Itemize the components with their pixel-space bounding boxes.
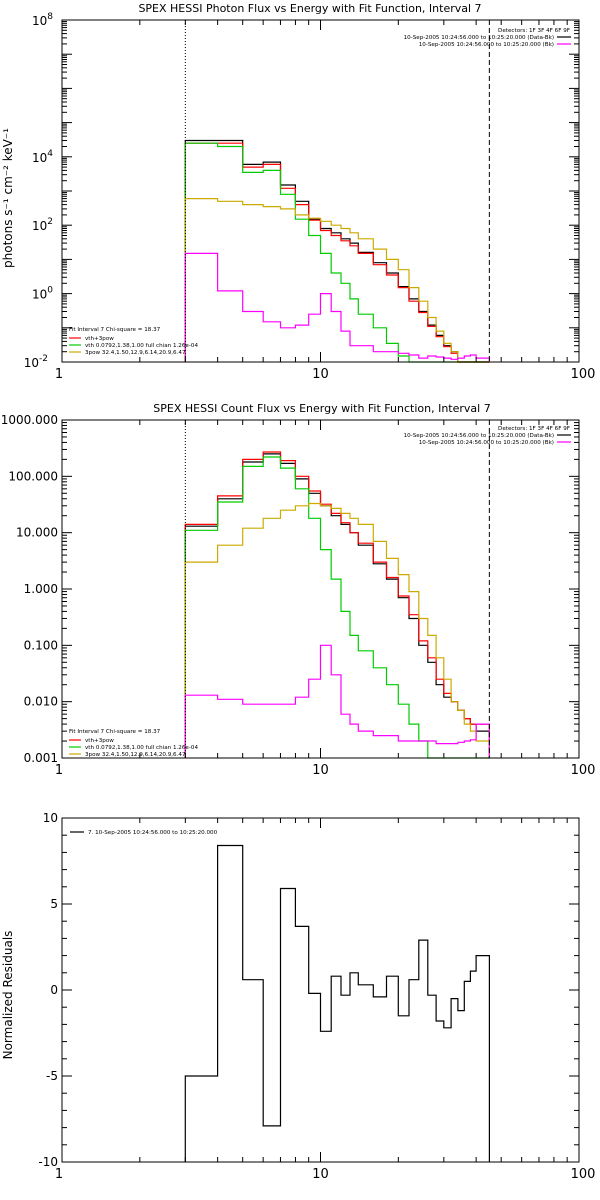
axis-layer: 1 10 100 0.001 0.010 0.100 1.000 10.000 100.000 1… — [1, 413, 596, 778]
x-tick-label: 100 — [571, 367, 596, 382]
legend-bottom: Fit Interval 7 Chi-square = 18.37 vth+3p… — [69, 327, 198, 356]
legend-header: Detectors: 1F 3F 4F 6F 9F — [498, 426, 570, 432]
reference-lines — [184, 420, 490, 758]
y-axis-label: Normalized Residuals — [1, 931, 15, 1060]
legend-entry-label: 10-Sep-2005 10:24:56.000 to 10:25:20.000… — [404, 35, 554, 41]
x-tick-label: 1 — [55, 367, 63, 382]
axis-layer: 1 10 100 10-2 100 102 104 108 — [24, 12, 596, 382]
legend-entry-label: 10-Sep-2005 10:24:56.000 to 10:25:20.000… — [419, 42, 554, 48]
x-tick-label: 100 — [571, 1167, 596, 1182]
y-tick-label: 102 — [32, 217, 53, 233]
legend-header: Fit Interval 7 Chi-square = 18.37 — [69, 327, 161, 333]
x-tick-label: 10 — [312, 1167, 329, 1182]
legend-top: Detectors: 1F 3F 4F 6F 9F 10-Sep-2005 10… — [404, 28, 571, 48]
series-line-3pow — [184, 502, 490, 758]
y-tick-label: 10-2 — [24, 354, 48, 370]
x-tick-label: 1 — [55, 1167, 63, 1182]
legend-top: Detectors: 1F 3F 4F 6F 9F 10-Sep-2005 10… — [404, 426, 571, 446]
x-tick-label: 100 — [571, 763, 596, 778]
y-tick-label: -10 — [38, 1155, 58, 1169]
photon-flux-panel: SPEX HESSI Photon Flux vs Energy with Fi… — [1, 2, 595, 382]
legend-entry-label: 10-Sep-2005 10:24:56.000 to 10:25:20.000… — [419, 440, 554, 446]
legend-entry-label: 7. 10-Sep-2005 10:24:56.000 to 10:25:20.… — [88, 830, 218, 836]
y-tick-label: 1.000 — [24, 582, 58, 596]
panel-title: SPEX HESSI Count Flux vs Energy with Fit… — [153, 402, 490, 415]
legend-entry-label: vth 0.0792,1.38,1.00 full chian 1.26e-04 — [85, 343, 198, 349]
residuals-panel: Normalized Residuals 1 10 100 10 5 0 -5 -10 7. … — [1, 811, 595, 1182]
legend-entry-label: vth+3pow — [85, 738, 114, 744]
count-flux-panel: SPEX HESSI Count Flux vs Energy with Fit… — [1, 402, 596, 778]
legend: 7. 10-Sep-2005 10:24:56.000 to 10:25:20.… — [70, 830, 218, 836]
y-tick-label: 0.010 — [24, 695, 58, 709]
legend-entry-label: 10-Sep-2005 10:24:56.000 to 10:25:20.000… — [404, 433, 554, 439]
panel-title: SPEX HESSI Photon Flux vs Energy with Fi… — [138, 2, 481, 15]
y-tick-label: 0.100 — [24, 638, 58, 652]
series-line-3pow — [184, 198, 490, 363]
legend-header: Fit Interval 7 Chi-square = 18.37 — [69, 729, 161, 735]
legend-bottom: Fit Interval 7 Chi-square = 18.37 vth+3p… — [69, 729, 198, 758]
y-tick-label: 1000.000 — [1, 413, 58, 427]
legend-header: Detectors: 1F 3F 4F 6F 9F — [498, 28, 570, 34]
y-tick-label: 100 — [32, 286, 53, 302]
legend-entry-label: 3pow 32.4,1.50,12.9,6.14,20.9,6.47 — [85, 752, 186, 758]
legend-entry-label: vth 0.0792,1.38,1.00 full chian 1.26e-04 — [85, 745, 198, 751]
y-tick-label: 5 — [50, 897, 58, 911]
y-tick-label: 100.000 — [8, 469, 58, 483]
y-tick-label: 0.001 — [24, 751, 58, 765]
y-tick-label: -5 — [46, 1069, 58, 1083]
y-tick-label: 104 — [32, 149, 53, 165]
x-tick-label: 10 — [312, 367, 329, 382]
y-tick-label: 108 — [32, 12, 53, 28]
series-line-7-10-sep-2005-10-24-56-000-to-10-25-20-000 — [184, 844, 490, 1162]
y-tick-label: 0 — [50, 983, 58, 997]
y-tick-label: 10 — [43, 811, 58, 825]
y-tick-label: 10.000 — [16, 526, 58, 540]
legend-entry-label: 3pow 32.4,1.50,12.9,6.14,20.9,6.47 — [85, 350, 186, 356]
x-tick-label: 1 — [55, 763, 63, 778]
y-axis-label: photons s⁻¹ cm⁻² keV⁻¹ — [1, 128, 15, 268]
series-line-bk — [184, 644, 490, 758]
series-line-bk — [184, 252, 490, 362]
legend-entry-label: vth+3pow — [85, 336, 114, 342]
x-tick-label: 10 — [312, 763, 329, 778]
axis-layer: 1 10 100 10 5 0 -5 -10 — [38, 811, 595, 1182]
series-layer — [184, 844, 490, 1162]
reference-lines — [184, 20, 490, 362]
